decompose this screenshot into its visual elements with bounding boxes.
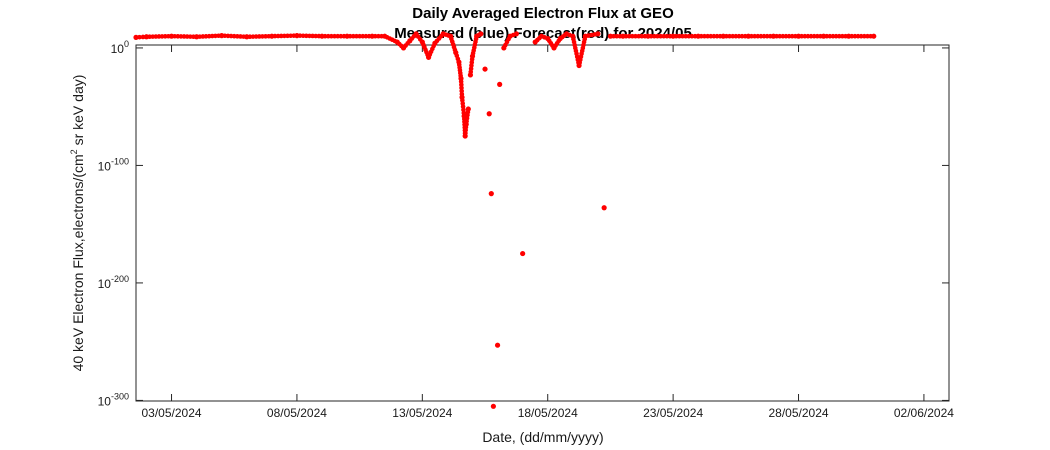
data-point (407, 38, 413, 44)
y-axis-ticks: 100 10-100 10-200 10-300 (98, 39, 949, 408)
data-point (143, 34, 150, 40)
data-point (607, 33, 614, 39)
data-point (459, 94, 465, 100)
plot-area-frame (135, 44, 950, 402)
data-point (486, 111, 492, 117)
data-point (462, 133, 468, 139)
data-series (133, 31, 877, 409)
data-point (458, 75, 464, 82)
data-point (168, 33, 175, 39)
data-point (456, 59, 462, 65)
data-point (133, 34, 139, 40)
data-point (447, 33, 454, 39)
y-tick-label: 10-100 (98, 156, 129, 173)
data-point (570, 33, 576, 39)
y-axis-label: 40 keV Electron Flux,electrons/(cm2 sr k… (69, 75, 86, 372)
data-point (582, 33, 588, 39)
data-point (426, 54, 432, 60)
data-point (461, 113, 467, 119)
data-point (394, 39, 400, 45)
data-point (469, 53, 476, 59)
data-point (219, 33, 225, 39)
data-point (467, 72, 473, 78)
data-point (400, 45, 407, 51)
data-point (194, 34, 200, 40)
data-point (382, 33, 388, 39)
data-point (695, 33, 701, 39)
data-point (419, 39, 425, 45)
data-point (344, 33, 350, 39)
data-point (720, 33, 726, 39)
data-point (474, 33, 480, 39)
data-point (770, 33, 777, 39)
data-point (413, 31, 419, 37)
data-point (745, 33, 751, 39)
y-tick-label: 100 (111, 39, 129, 56)
data-point (501, 45, 507, 51)
data-point (488, 191, 494, 197)
x-tick-label: 03/05/2024 (141, 406, 201, 420)
y-tick-label: 10-300 (98, 391, 129, 408)
data-point (545, 35, 551, 42)
data-point (595, 31, 601, 37)
data-point (538, 33, 545, 39)
data-point (494, 342, 501, 348)
y-tick-label: 10-200 (98, 274, 129, 291)
data-point (601, 205, 607, 211)
data-point (520, 250, 526, 257)
data-point (821, 33, 827, 39)
data-point (465, 106, 471, 112)
data-point (513, 31, 519, 37)
x-tick-label: 23/05/2024 (643, 406, 703, 420)
data-point (440, 31, 446, 37)
data-point (453, 50, 459, 56)
data-point (482, 66, 488, 72)
data-point (620, 33, 626, 39)
data-point (478, 31, 484, 37)
x-tick-label: 13/05/2024 (392, 406, 452, 420)
data-point (319, 33, 325, 39)
data-point (670, 33, 676, 39)
data-point (645, 33, 651, 39)
x-axis-ticks: 03/05/2024 08/05/2024 13/05/2024 18/05/2024… (141, 45, 954, 420)
data-point (507, 33, 513, 39)
chart-title: Daily Averaged Electron Flux at GEO (412, 5, 674, 22)
data-point (497, 81, 503, 87)
x-tick-label: 02/06/2024 (894, 406, 954, 420)
data-point (576, 62, 582, 69)
data-point (432, 40, 438, 46)
data-point (294, 33, 300, 39)
x-tick-label: 28/05/2024 (768, 406, 828, 420)
data-point (795, 33, 802, 39)
x-axis-label: Date, (dd/mm/yyyy) (482, 429, 603, 445)
x-tick-label: 18/05/2024 (518, 406, 578, 420)
data-point (369, 33, 375, 39)
data-point (532, 39, 538, 45)
data-point (846, 33, 852, 39)
data-point (463, 121, 469, 127)
data-point (490, 403, 496, 409)
data-point (557, 35, 563, 42)
data-point (244, 34, 250, 40)
data-point (269, 33, 275, 39)
data-point (871, 33, 877, 39)
x-tick-label: 08/05/2024 (267, 406, 327, 420)
data-point (563, 31, 570, 37)
data-point (551, 45, 557, 51)
